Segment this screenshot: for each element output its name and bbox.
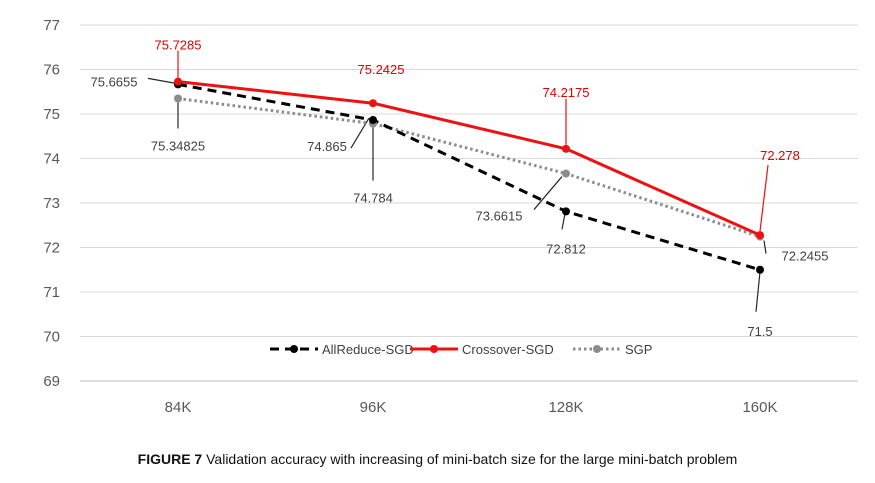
data-point-crossover-sgd xyxy=(756,231,764,240)
y-tick-label: 73 xyxy=(43,195,60,212)
data-point-allreduce-sgd xyxy=(756,265,764,274)
label-leader-lines xyxy=(147,50,769,312)
data-label: 73.6615 xyxy=(476,209,523,224)
series-lines xyxy=(177,80,761,272)
x-axis-ticks: 84K 96K 128K 160K xyxy=(165,399,778,416)
x-tick-label: 128K xyxy=(548,399,583,416)
data-point-allreduce-sgd xyxy=(562,207,570,216)
legend-label: SGP xyxy=(625,342,652,357)
label-leader-line xyxy=(755,271,761,312)
legend-label: Crossover-SGD xyxy=(462,342,554,357)
series-line-allreduce-sgd xyxy=(177,82,761,272)
data-label: 75.34825 xyxy=(151,139,205,154)
data-label: 74.865 xyxy=(307,139,347,154)
data-label: 75.6655 xyxy=(91,74,138,89)
data-label: 72.812 xyxy=(546,241,586,256)
series-points xyxy=(174,77,764,274)
legend-label: AllReduce-SGD xyxy=(322,342,414,357)
y-axis-ticks: 69 70 71 72 73 74 75 76 77 xyxy=(43,17,60,390)
series-line-sgp xyxy=(177,97,761,239)
data-label: 75.2425 xyxy=(358,62,405,77)
data-label: 74.784 xyxy=(353,191,393,206)
x-tick-label: 84K xyxy=(165,399,192,416)
legend-marker xyxy=(430,345,438,353)
legend-marker xyxy=(290,345,298,353)
y-tick-label: 74 xyxy=(43,151,60,168)
data-point-allreduce-sgd xyxy=(369,116,377,125)
data-label: 75.7285 xyxy=(155,38,202,53)
label-leader-line xyxy=(561,213,566,230)
legend: AllReduce-SGD Crossover-SGD SGP xyxy=(270,342,652,357)
figure-caption: FIGURE 7 Validation accuracy with increa… xyxy=(0,451,875,467)
y-tick-label: 70 xyxy=(43,329,60,346)
x-tick-label: 96K xyxy=(360,399,387,416)
label-leader-line xyxy=(759,165,769,232)
data-point-crossover-sgd xyxy=(174,77,182,86)
label-leader-line xyxy=(350,117,370,149)
data-point-sgp xyxy=(174,94,182,103)
y-tick-label: 71 xyxy=(43,284,60,301)
data-point-crossover-sgd xyxy=(562,144,570,153)
gridlines xyxy=(80,24,858,382)
label-leader-line xyxy=(763,240,767,254)
data-label: 74.2175 xyxy=(543,85,590,100)
label-leader-line xyxy=(147,77,177,84)
line-chart: 69 70 71 72 73 74 75 76 77 84K 96K 128K 160K 75.665… xyxy=(43,17,858,416)
figure-caption-text: Validation accuracy with increasing of m… xyxy=(202,451,738,467)
x-tick-label: 160K xyxy=(742,399,777,416)
data-point-crossover-sgd xyxy=(369,99,377,108)
y-tick-label: 76 xyxy=(43,62,60,79)
y-tick-label: 72 xyxy=(43,240,60,257)
data-label: 71.5 xyxy=(747,324,772,339)
data-label: 72.278 xyxy=(760,148,800,163)
legend-marker xyxy=(593,345,601,353)
figure-label: FIGURE 7 xyxy=(137,451,203,467)
y-tick-label: 69 xyxy=(43,373,60,390)
data-label: 72.2455 xyxy=(782,249,829,264)
y-tick-label: 77 xyxy=(43,17,60,34)
data-point-sgp xyxy=(562,169,570,178)
label-leader-line xyxy=(533,176,563,210)
y-tick-label: 75 xyxy=(43,106,60,123)
data-labels: 75.6655 74.865 72.812 71.5 75.7285 75.2425 74.… xyxy=(91,38,829,339)
series-line-crossover-sgd xyxy=(177,80,761,237)
